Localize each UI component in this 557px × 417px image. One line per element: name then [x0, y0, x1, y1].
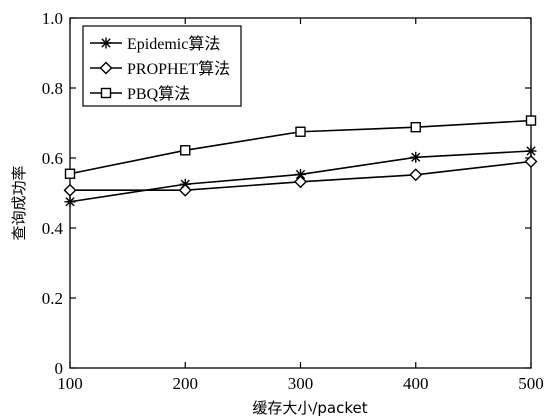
diamond-marker: [99, 61, 113, 75]
x-axis-label: 缓存大小/packet: [252, 399, 367, 417]
axis-ticks: 0 0.2 0.4 0.6 0.8 1.0 100 200 300 400 500: [42, 9, 544, 393]
diamond-marker: [178, 183, 192, 197]
legend-label: Epidemic算法: [127, 34, 220, 53]
square-marker: [180, 145, 191, 156]
legend-label: PROPHET算法: [127, 59, 230, 78]
x-tick-label: 500: [518, 374, 544, 393]
square-marker: [525, 115, 537, 126]
y-tick-label: 0.2: [42, 289, 63, 308]
asterisk-marker: [410, 151, 422, 163]
diamond-marker: [524, 155, 538, 168]
x-tick-label: 300: [288, 374, 314, 393]
asterisk-marker: [64, 196, 76, 208]
square-marker: [295, 126, 306, 137]
square-marker: [100, 87, 112, 99]
asterisk-marker: [100, 37, 112, 49]
y-tick-label: 0: [55, 359, 64, 378]
diamond-marker: [409, 168, 423, 182]
asterisk-marker: [525, 145, 537, 157]
x-tick-label: 100: [57, 374, 83, 393]
series-square: [64, 115, 537, 179]
series-diamond: [63, 155, 538, 197]
x-tick-label: 200: [173, 374, 199, 393]
x-tick-label: 400: [403, 374, 429, 393]
square-marker: [410, 121, 421, 133]
series-layer: [63, 115, 538, 208]
y-tick-label: 1.0: [42, 9, 63, 28]
y-tick-label: 0.6: [42, 149, 63, 168]
square-marker: [64, 168, 76, 179]
legend-label: PBQ算法: [127, 84, 190, 103]
legend: Epidemic算法 PROPHET算法 PBQ算法: [82, 25, 242, 107]
y-axis-label: 查询成功率: [10, 165, 28, 240]
y-tick-label: 0.8: [42, 79, 63, 98]
diamond-marker: [294, 175, 307, 189]
diamond-marker: [63, 183, 77, 197]
y-tick-label: 0.4: [42, 219, 64, 238]
